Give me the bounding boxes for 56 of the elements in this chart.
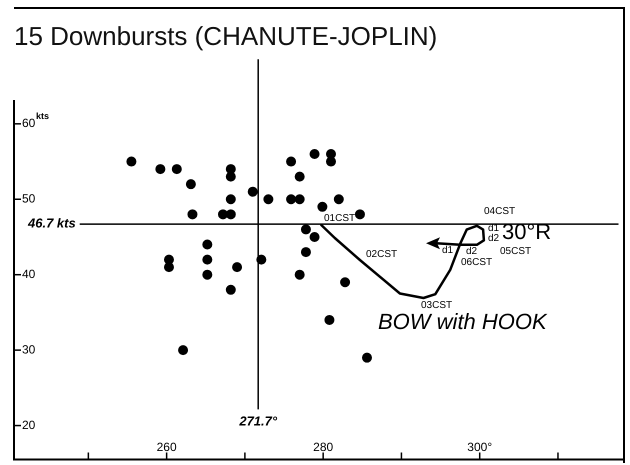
point bbox=[126, 156, 136, 167]
ref-line-label: 271.7° bbox=[238, 413, 278, 428]
y-tick-label: 60 bbox=[22, 116, 36, 130]
point bbox=[310, 232, 320, 242]
chart-title: 15 Downbursts (CHANUTE-JOPLIN) bbox=[14, 20, 438, 51]
point bbox=[286, 156, 296, 167]
point bbox=[294, 194, 305, 204]
x-tick-label: 300° bbox=[467, 440, 492, 454]
annotation: 02CST bbox=[366, 248, 398, 260]
point bbox=[294, 172, 305, 182]
point bbox=[226, 209, 236, 220]
point bbox=[300, 247, 311, 258]
point bbox=[326, 156, 336, 167]
point bbox=[340, 277, 350, 288]
point bbox=[164, 262, 174, 272]
annotation: 06CST bbox=[461, 256, 492, 268]
point bbox=[324, 314, 334, 325]
point bbox=[294, 270, 305, 280]
point bbox=[226, 194, 236, 204]
annotation: d1 bbox=[488, 222, 500, 234]
annotation: BOW with HOOK bbox=[378, 309, 548, 334]
point bbox=[226, 172, 236, 182]
y-tick-label: 20 bbox=[22, 418, 36, 432]
annotation: 03CST bbox=[421, 300, 452, 311]
point bbox=[232, 262, 242, 272]
point bbox=[178, 345, 188, 356]
x-tick-label: 260 bbox=[156, 440, 177, 454]
y-tick-label: 40 bbox=[22, 267, 36, 282]
y-axis-title: kts bbox=[36, 110, 50, 121]
point bbox=[155, 164, 166, 174]
point bbox=[310, 149, 320, 159]
point bbox=[334, 194, 344, 204]
point bbox=[202, 254, 212, 265]
point bbox=[362, 352, 372, 363]
point bbox=[172, 164, 182, 174]
ref-line-label: 46.7 kts bbox=[27, 216, 76, 231]
point bbox=[202, 240, 212, 250]
annotation: 04CST bbox=[484, 206, 516, 217]
annotation: d2 bbox=[488, 232, 500, 244]
x-tick-label: 280 bbox=[313, 440, 334, 454]
point bbox=[226, 284, 236, 295]
annotation: d1 bbox=[442, 244, 454, 256]
point bbox=[286, 194, 296, 204]
point bbox=[354, 209, 365, 220]
point bbox=[248, 186, 258, 197]
point bbox=[187, 209, 198, 220]
y-tick-label: 50 bbox=[22, 192, 36, 206]
point bbox=[263, 194, 274, 204]
annotation: 05CST bbox=[500, 246, 532, 257]
point bbox=[202, 270, 212, 280]
y-tick-label: 30 bbox=[22, 342, 36, 356]
annotation: 01CST bbox=[324, 212, 356, 224]
point bbox=[186, 179, 196, 190]
annotation: d2 bbox=[466, 246, 478, 257]
point bbox=[300, 224, 311, 234]
point bbox=[317, 202, 328, 212]
